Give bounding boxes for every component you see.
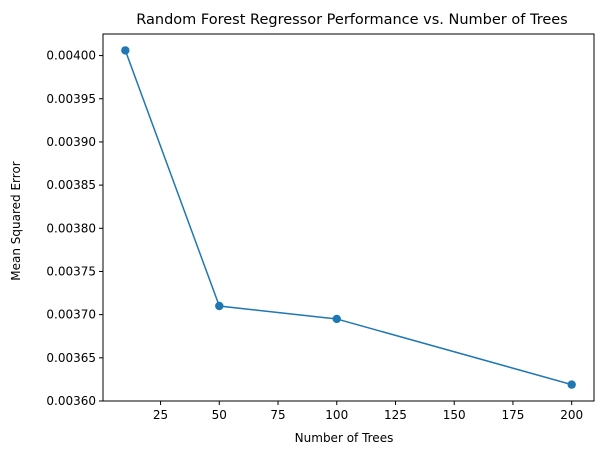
data-point xyxy=(567,380,576,389)
y-tick-label: 0.00370 xyxy=(46,308,96,322)
x-axis-title: Number of Trees xyxy=(295,431,394,445)
data-point xyxy=(215,301,224,311)
plot-frame xyxy=(102,33,595,402)
chart-title: Random Forest Regressor Performance vs. … xyxy=(136,12,567,28)
y-tick-label: 0.00375 xyxy=(46,264,96,278)
series-line xyxy=(124,50,572,386)
y-tick-label: 0.00365 xyxy=(46,351,96,365)
x-tick-label: 75 xyxy=(270,408,285,422)
y-tick-label: 0.00380 xyxy=(46,221,96,235)
y-tick-label: 0.00400 xyxy=(46,49,96,63)
x-tick-label: 150 xyxy=(443,408,466,422)
x-tick-label: 200 xyxy=(560,408,583,422)
x-tick-label: 50 xyxy=(212,408,227,422)
x-tick-label: 125 xyxy=(384,408,407,422)
x-tick-label: 175 xyxy=(501,408,524,422)
data-point xyxy=(121,46,130,55)
x-tick-label: 100 xyxy=(325,408,348,422)
data-point xyxy=(332,314,341,324)
y-tick-label: 0.00390 xyxy=(46,135,96,149)
x-tick-label: 25 xyxy=(153,408,168,422)
y-tick-label: 0.00385 xyxy=(46,178,96,192)
y-tick-label: 0.00360 xyxy=(46,394,96,408)
y-axis-title: Mean Squared Error xyxy=(9,161,23,281)
y-tick-label: 0.00395 xyxy=(46,92,96,106)
series-layer xyxy=(121,46,576,389)
ticks-layer: 25 50 75 100 125 150 175 200 0.00360 0.00365 0.003… xyxy=(46,49,583,422)
